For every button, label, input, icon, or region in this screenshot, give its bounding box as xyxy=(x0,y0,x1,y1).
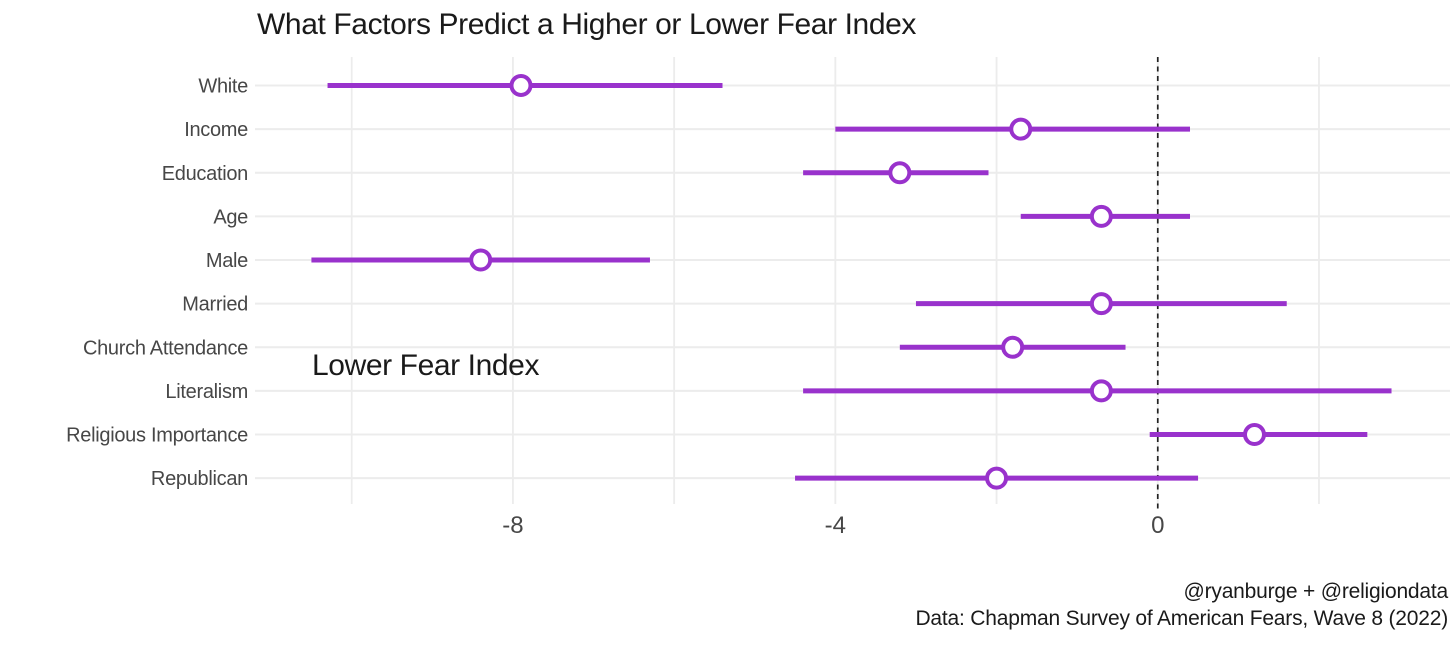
chart-title: What Factors Predict a Higher or Lower F… xyxy=(257,8,917,41)
lower-fear-index-annotation: Lower Fear Index xyxy=(312,349,540,382)
point-marker-education xyxy=(888,161,912,185)
point-marker-republican xyxy=(985,466,1009,490)
category-label-republican: Republican xyxy=(151,468,248,490)
caption-source-line: Data: Chapman Survey of American Fears, … xyxy=(915,607,1448,630)
point-marker-white xyxy=(509,74,533,97)
point-marker-religious-importance xyxy=(1242,423,1266,447)
category-label-age: Age xyxy=(213,206,248,228)
point-marker-literalism xyxy=(1089,379,1113,403)
point-marker-male xyxy=(469,248,493,272)
category-label-literalism: Literalism xyxy=(165,381,248,403)
category-label-education: Education xyxy=(162,163,248,185)
point-marker-church-attendance xyxy=(1001,335,1025,359)
category-label-married: Married xyxy=(182,294,248,316)
point-marker-income xyxy=(1009,117,1033,141)
x-tick-label--4: -4 xyxy=(825,512,846,539)
category-label-white: White xyxy=(198,76,248,98)
caption-block: @ryanburge + @religiondata Data: Chapman… xyxy=(915,578,1448,632)
point-marker-married xyxy=(1089,292,1113,316)
category-label-male: Male xyxy=(206,250,248,272)
x-tick-label-0: 0 xyxy=(1151,512,1164,539)
caption-credit-line: @ryanburge + @religiondata xyxy=(1183,580,1448,603)
x-tick-label--8: -8 xyxy=(502,512,523,539)
point-marker-age xyxy=(1089,204,1113,228)
category-label-income: Income xyxy=(184,119,248,141)
category-label-church-attendance: Church Attendance xyxy=(83,337,248,359)
category-label-religious-importance: Religious Importance xyxy=(66,425,248,447)
